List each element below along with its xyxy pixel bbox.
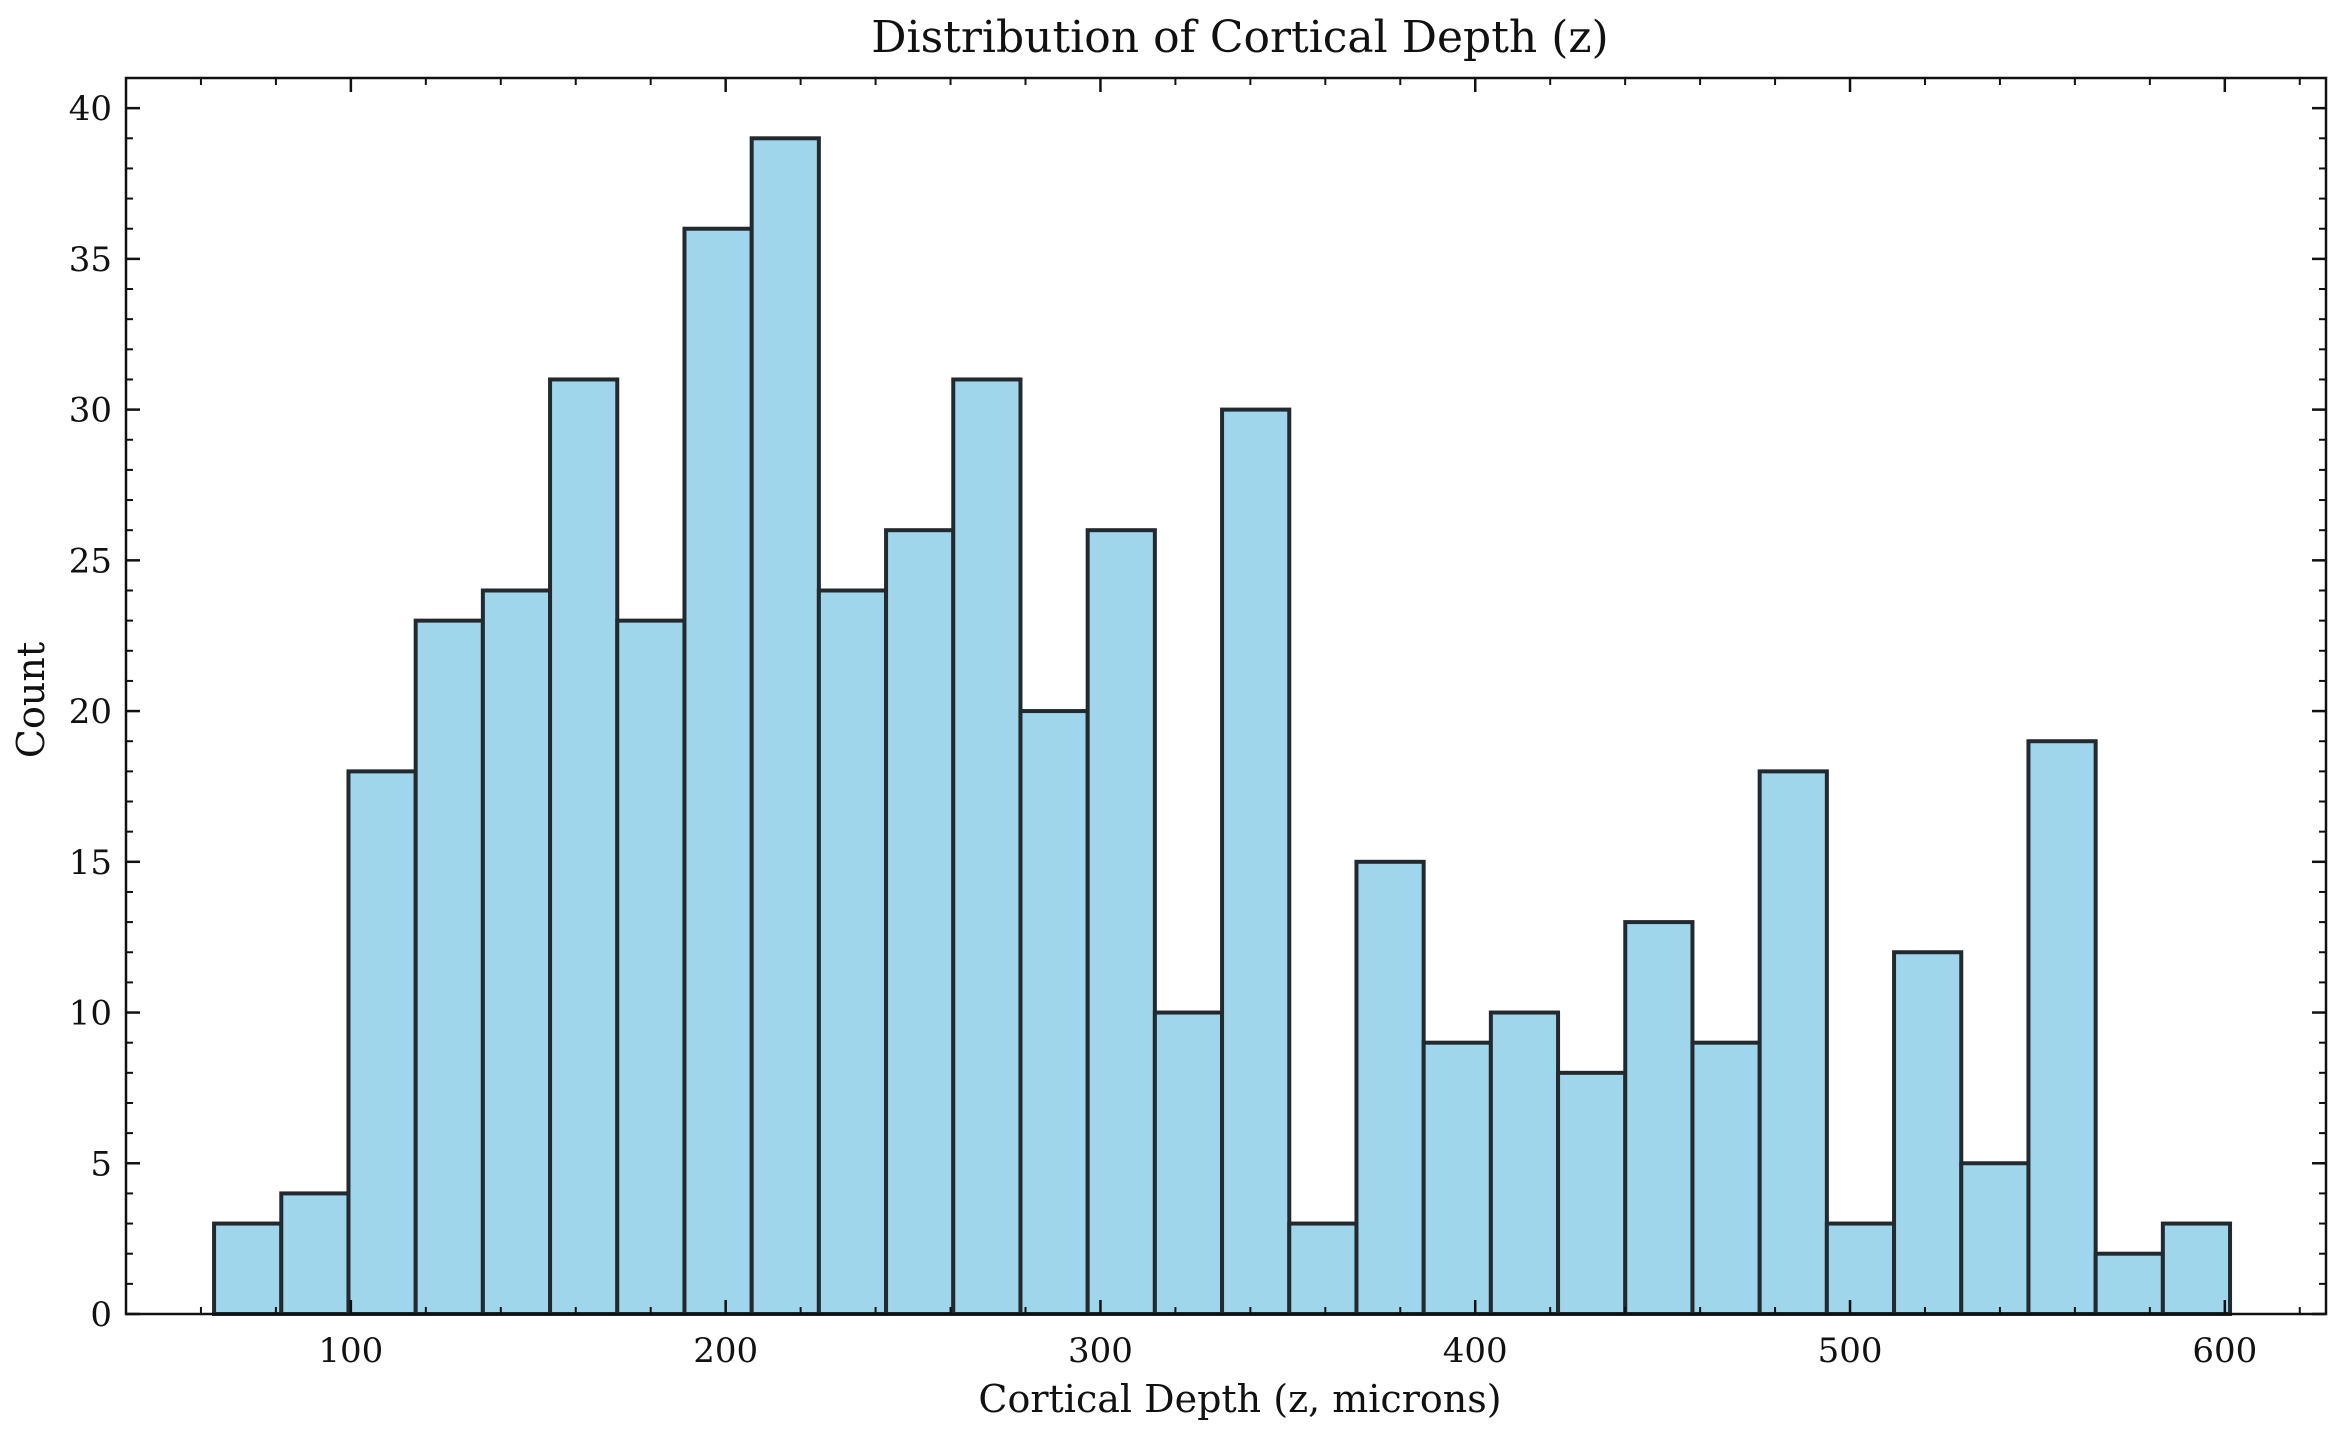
- plot-frame: [124, 76, 2328, 1316]
- histogram-bar: [1354, 859, 1426, 1316]
- y-tick-label: 30: [69, 391, 112, 431]
- histogram-bar: [1421, 1040, 1493, 1317]
- histogram-bar: [2160, 1221, 2233, 1317]
- histogram-bar: [1959, 1161, 2031, 1317]
- y-tick-label: 35: [69, 240, 112, 280]
- x-tick-label: 500: [1818, 1331, 1883, 1371]
- histogram-bar: [1757, 769, 1829, 1316]
- x-axis-label: Cortical Depth (z, microns): [978, 1377, 1501, 1421]
- y-tick-label: 25: [69, 541, 112, 581]
- histogram-bar: [212, 1221, 284, 1317]
- y-tick-label: 20: [69, 692, 112, 732]
- y-tick-label: 0: [90, 1295, 112, 1335]
- x-tick-label: 200: [693, 1331, 758, 1371]
- histogram-bar: [682, 226, 754, 1317]
- x-tick-label: 100: [318, 1331, 383, 1371]
- histogram-bar: [1018, 709, 1090, 1316]
- bars-layer: [212, 136, 2233, 1317]
- histogram-bar: [346, 769, 418, 1316]
- x-tick-label: 300: [1068, 1331, 1133, 1371]
- y-tick-label: 5: [90, 1144, 112, 1184]
- y-tick-label: 40: [69, 89, 112, 129]
- histogram-bar: [1220, 407, 1292, 1316]
- histogram-bar: [1623, 920, 1695, 1316]
- histogram-bar: [548, 377, 620, 1316]
- histogram-bar: [1488, 1010, 1561, 1316]
- histogram-bar: [1556, 1070, 1628, 1316]
- histogram-bar: [884, 528, 956, 1316]
- ticks-layer: 100 200 300 400 500 600 0 5 10 15 20 25 30 35 40: [69, 77, 2326, 1371]
- histogram-bar: [1085, 528, 1157, 1316]
- histogram-bar: [279, 1191, 351, 1317]
- histogram-bar: [749, 136, 821, 1316]
- histogram-bar: [2093, 1251, 2165, 1316]
- y-tick-label: 10: [69, 994, 112, 1034]
- histogram-bar: [615, 618, 687, 1316]
- histogram-bar: [2026, 739, 2098, 1316]
- histogram-bar: [816, 588, 889, 1316]
- y-tick-label: 15: [69, 843, 112, 883]
- histogram-bar: [1690, 1040, 1762, 1317]
- histogram-bar: [1287, 1221, 1359, 1317]
- y-axis-label: Count: [9, 642, 53, 758]
- histogram-bar: [1892, 950, 1964, 1316]
- chart-title: Distribution of Cortical Depth (z): [871, 12, 1608, 63]
- histogram-bar: [413, 618, 485, 1316]
- histogram-bar: [1824, 1221, 1897, 1317]
- histogram-bar: [1152, 1010, 1225, 1316]
- histogram-bar: [480, 588, 553, 1316]
- histogram-bar: [951, 377, 1023, 1316]
- x-tick-label: 400: [1443, 1331, 1508, 1371]
- x-tick-label: 600: [2192, 1331, 2257, 1371]
